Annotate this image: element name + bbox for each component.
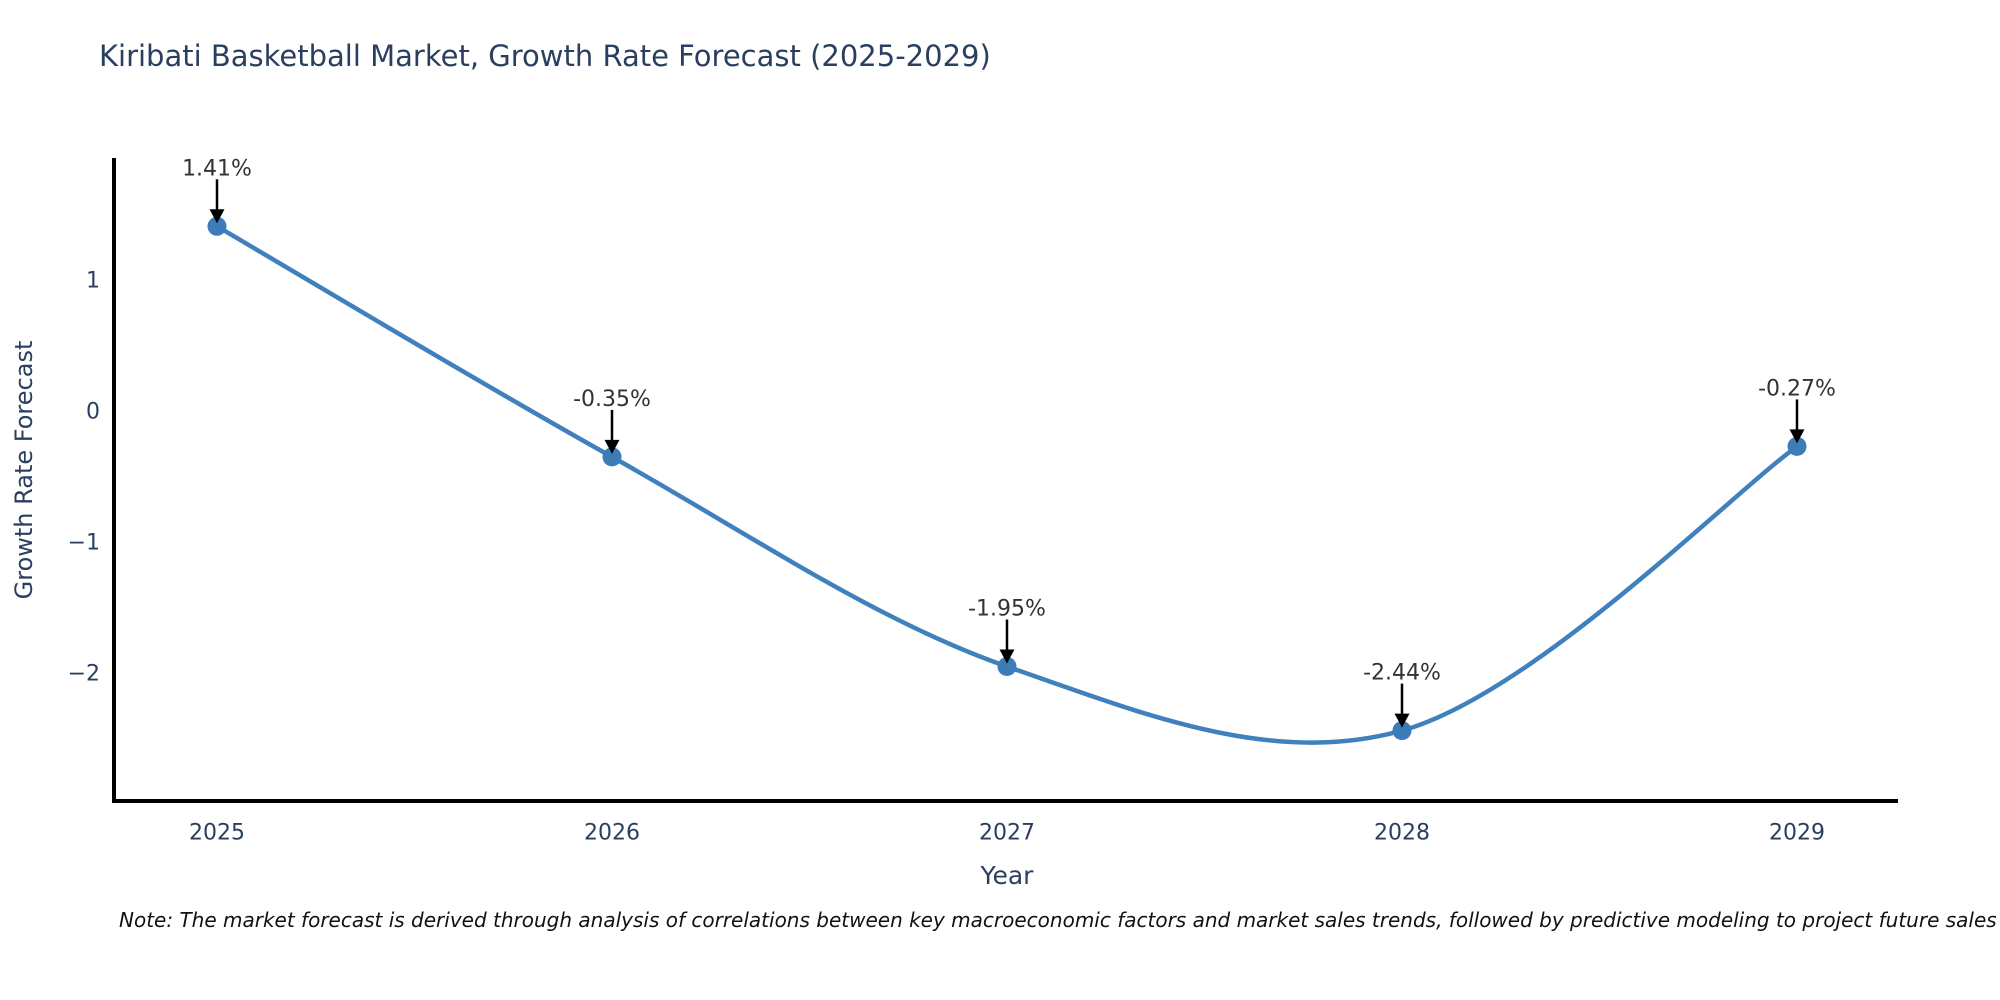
- data-point-2028[interactable]: [1392, 721, 1412, 741]
- x-tick-label-2026: 2026: [584, 821, 640, 846]
- arrow-head-icon: [604, 439, 620, 454]
- x-tick-label-2025: 2025: [189, 821, 245, 846]
- arrow-head-icon: [1789, 429, 1805, 444]
- y-axis-ticks: 1 0 −1 −2: [68, 269, 100, 687]
- x-tick-label-2028: 2028: [1374, 821, 1430, 846]
- annotation-label: -1.95%: [968, 597, 1046, 622]
- annotation-2026: -0.35%: [573, 387, 651, 454]
- x-tick-label-2029: 2029: [1769, 821, 1825, 846]
- y-tick-label: 1: [86, 269, 100, 294]
- annotation-2028: -2.44%: [1363, 661, 1441, 728]
- point-annotations: 1.41% -0.35% -1.95% -2.44% -0.27%: [182, 156, 1836, 728]
- y-tick-label: −2: [68, 662, 100, 687]
- annotation-label: -0.35%: [573, 387, 651, 412]
- data-point-2029[interactable]: [1787, 436, 1807, 456]
- arrow-head-icon: [999, 649, 1015, 664]
- data-point-2025[interactable]: [207, 216, 227, 236]
- footnote: Note: The market forecast is derived thr…: [119, 908, 1997, 932]
- data-point-2026[interactable]: [602, 447, 622, 467]
- chart-title: Kiribati Basketball Market, Growth Rate …: [99, 39, 991, 73]
- y-tick-label: −1: [68, 531, 100, 556]
- data-point-2027[interactable]: [997, 657, 1017, 676]
- annotation-2029: -0.27%: [1758, 376, 1836, 444]
- annotation-2025: 1.41%: [182, 156, 252, 224]
- annotation-label: -2.44%: [1363, 661, 1441, 686]
- annotation-2027: -1.95%: [968, 597, 1046, 664]
- data-points: [207, 216, 1807, 741]
- x-axis-title: Year: [980, 861, 1035, 890]
- arrow-head-icon: [209, 209, 225, 224]
- annotation-label: -0.27%: [1758, 376, 1836, 401]
- x-axis-ticks: 2025 2026 2027 2028 2029: [189, 821, 1825, 846]
- annotation-label: 1.41%: [182, 156, 252, 181]
- y-tick-label: 0: [86, 400, 100, 425]
- arrow-head-icon: [1394, 713, 1410, 728]
- x-tick-label-2027: 2027: [979, 821, 1035, 846]
- y-axis-title: Growth Rate Forecast: [10, 341, 38, 600]
